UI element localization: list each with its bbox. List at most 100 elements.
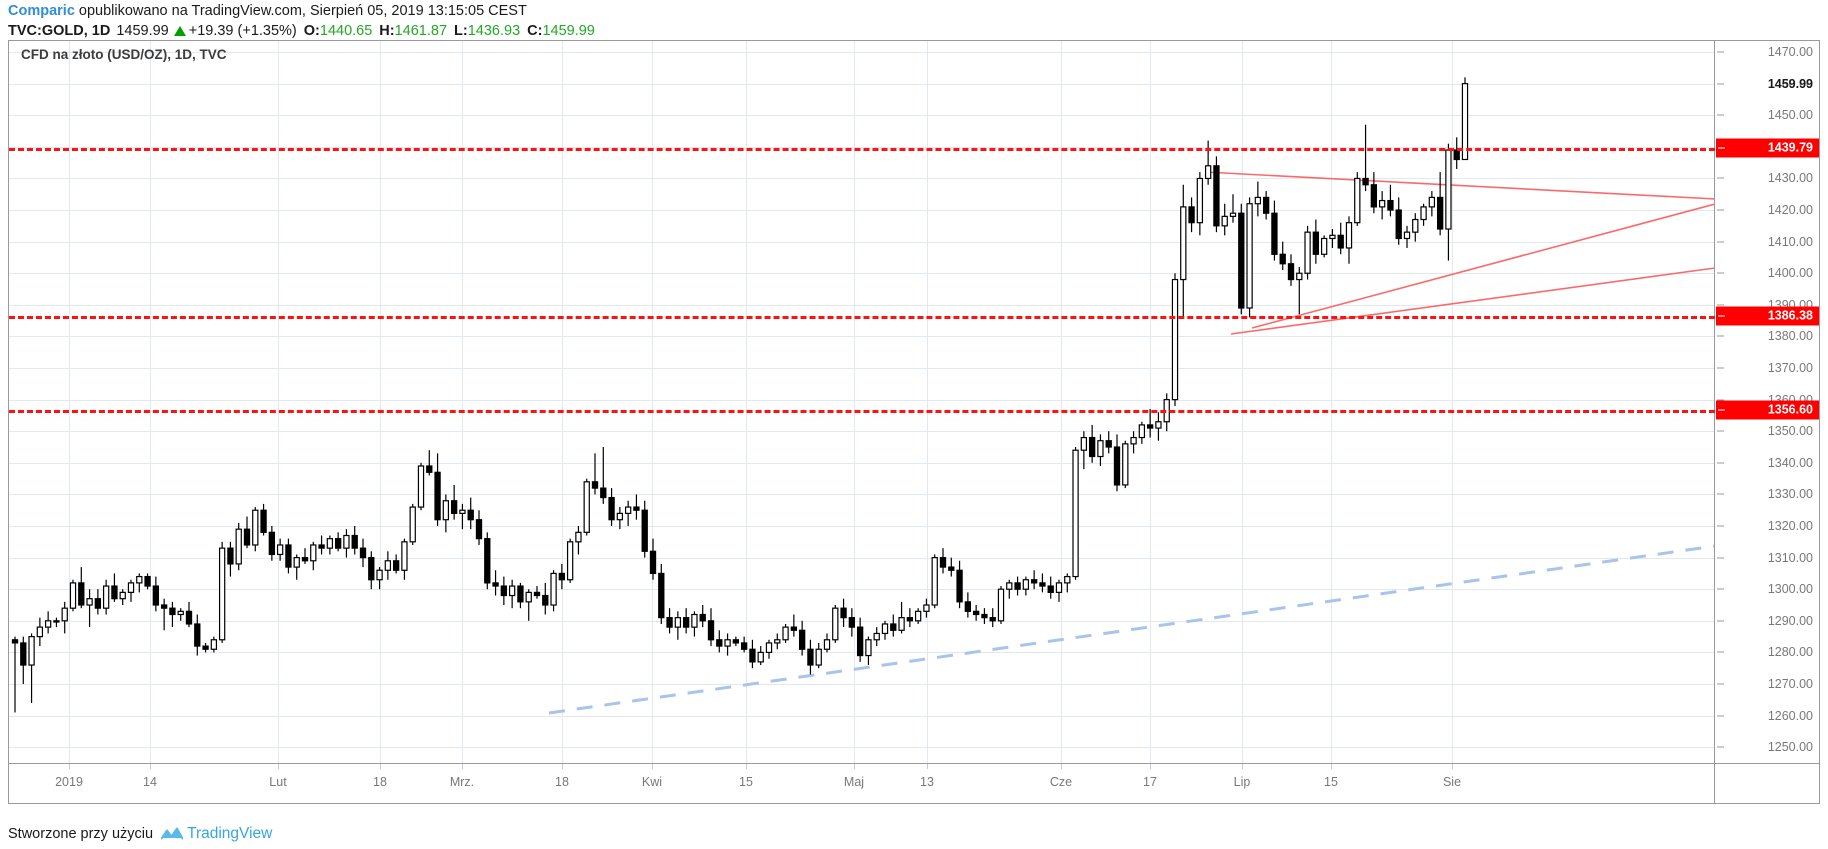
price-tick-label: 1450.00 [1767, 108, 1813, 123]
time-tick-mark [462, 764, 463, 769]
candle-body [840, 607, 847, 619]
candlestick [914, 608, 922, 624]
candlestick [227, 541, 234, 577]
trendline-wedge-lower[interactable] [1251, 203, 1715, 329]
candle-body [815, 648, 822, 666]
candlestick [1039, 573, 1046, 593]
gridline-vertical [462, 41, 463, 763]
time-scale[interactable]: 2019 14 Lut 18 Mrz. 18 Kwi 15 Maj 13 Cze 17 Lip 15 Sie [9, 763, 1819, 803]
price-tick-mark [1717, 620, 1724, 622]
candlestick [310, 541, 317, 571]
candlestick [392, 554, 400, 574]
gridline-horizontal [9, 336, 1715, 338]
candle-body [1138, 424, 1146, 439]
gridline-horizontal [9, 620, 1715, 622]
candle-body [1320, 237, 1328, 255]
candle-body [1097, 440, 1104, 458]
price-level-badge[interactable]: 1386.38 [1716, 306, 1819, 326]
candle-body [1354, 177, 1361, 224]
price-scale[interactable]: 1470.001460.001450.001440.001430.001420.… [1714, 41, 1819, 763]
candlestick [1097, 434, 1104, 466]
candlestick [1403, 225, 1411, 248]
candlestick [1279, 241, 1286, 271]
trendline-support-rising[interactable] [1230, 267, 1715, 335]
horizontal-level-line[interactable] [9, 316, 1715, 320]
badge-tick [1718, 315, 1725, 317]
gridline-vertical [854, 41, 855, 763]
candlestick [1254, 181, 1262, 217]
candlestick [591, 453, 599, 495]
candlestick [699, 605, 706, 628]
candlestick [1238, 203, 1245, 315]
candlestick [111, 573, 118, 602]
candle-body [964, 601, 972, 612]
candlestick [326, 535, 334, 555]
candlestick [1221, 203, 1228, 236]
candle-body [1130, 436, 1137, 445]
trendline-long-term-support[interactable] [548, 544, 1715, 715]
price-tick-mark [1717, 51, 1724, 53]
candlestick [1113, 434, 1121, 492]
candle-body [649, 550, 657, 575]
candlestick [890, 614, 897, 637]
candle-body [1221, 215, 1228, 227]
candlestick [69, 579, 77, 612]
candle-body [1395, 209, 1402, 240]
candle-body [1378, 199, 1386, 208]
candlestick [815, 642, 822, 669]
candlestick [1213, 156, 1220, 233]
chart-frame[interactable]: CFD na złoto (USD/OZ), 1D, TVC 1470.00 14… [8, 40, 1820, 804]
price-pane[interactable]: CFD na złoto (USD/OZ), 1D, TVC [9, 41, 1715, 763]
candlestick [1296, 266, 1303, 315]
candle-body [293, 557, 300, 568]
candlestick [956, 560, 963, 609]
price-tick-mark [1717, 493, 1724, 495]
candle-body [442, 500, 450, 521]
candle-body [359, 547, 367, 559]
candlestick [898, 601, 905, 634]
candle-body [285, 544, 292, 568]
candle-body [1022, 579, 1030, 590]
candlestick [533, 586, 541, 599]
candlestick [641, 500, 648, 558]
candle-body [890, 623, 897, 631]
price-tick-label: 1300.00 [1767, 582, 1813, 597]
price-tick-mark [1717, 272, 1724, 274]
horizontal-level-line[interactable] [9, 410, 1715, 414]
candlestick [682, 608, 690, 634]
candle-body [500, 585, 508, 597]
candle-body [848, 617, 856, 628]
candlestick [1436, 172, 1444, 236]
candlestick [1271, 200, 1278, 261]
trendlines-overlay[interactable] [9, 41, 1715, 763]
chart-legend: CFD na złoto (USD/OZ), 1D, TVC [21, 47, 227, 62]
candle-body [409, 506, 416, 543]
candlestick [757, 646, 764, 666]
candle-body [434, 471, 441, 521]
price-tick-label: 1370.00 [1767, 361, 1813, 376]
candle-body [1229, 212, 1237, 217]
candlestick [649, 538, 657, 580]
candle-body [1403, 231, 1411, 240]
last-price: 1459.99 [116, 23, 169, 40]
gridline-horizontal [9, 273, 1715, 275]
time-tick-mark [562, 764, 563, 769]
price-level-badge[interactable]: 1439.79 [1716, 138, 1819, 157]
candle-body [218, 547, 226, 641]
candle-body [608, 496, 615, 521]
price-tick-mark [1717, 525, 1724, 527]
trendline-wedge-upper[interactable] [1204, 171, 1715, 200]
candle-body [856, 626, 864, 657]
price-level-badge[interactable]: 1356.60 [1716, 400, 1819, 420]
candle-body [1412, 218, 1419, 233]
price-tick-label: 1380.00 [1767, 329, 1813, 344]
candle-body [450, 500, 458, 514]
gridline-horizontal [9, 589, 1715, 591]
gridline-horizontal [9, 431, 1715, 433]
candle-body [1180, 206, 1187, 281]
candle-body [384, 560, 392, 571]
horizontal-level-line[interactable] [9, 147, 1715, 151]
candle-body [1445, 149, 1452, 230]
candle-body [111, 585, 118, 600]
price-tick-label: 1430.00 [1767, 171, 1813, 186]
